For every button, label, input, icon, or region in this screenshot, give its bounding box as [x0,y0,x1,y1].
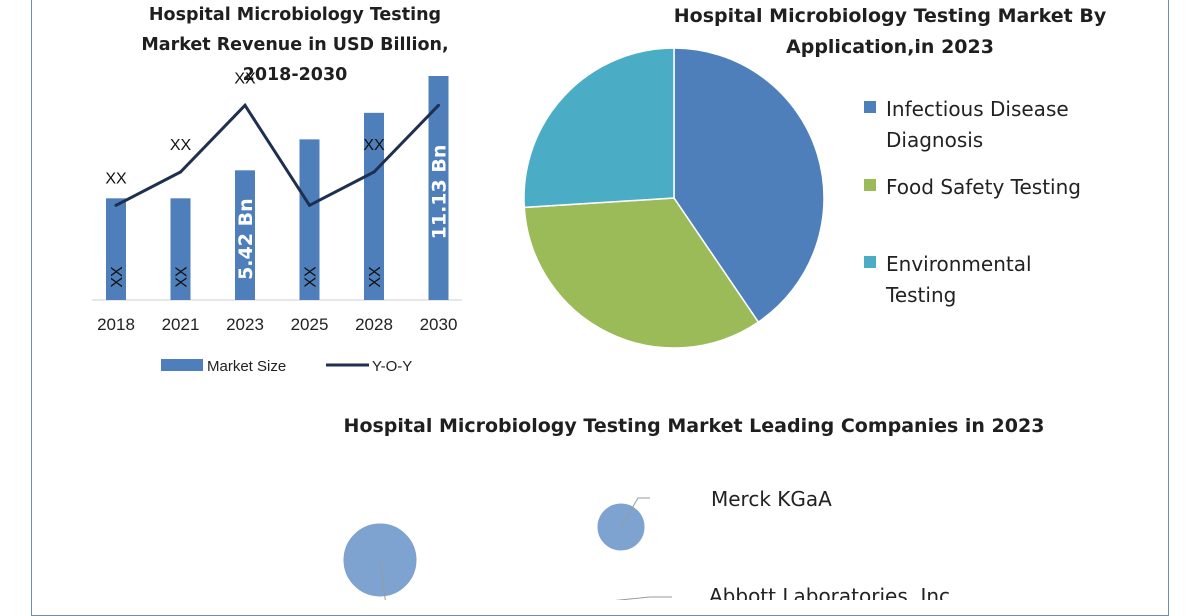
yoy-point-2030 [437,103,440,107]
bar-base-label-2018: XX [109,266,126,288]
pie-legend-label-2-0: Environmental [886,252,1032,276]
x-tick-2028: 2028 [355,315,393,334]
pie-legend-swatch-2 [864,256,876,268]
bar-base-label-2021: XX [174,266,191,288]
pie-legend-swatch-0 [864,101,876,113]
pie-slice-2 [523,47,675,209]
bar-value-label-2030: 11.13 Bn [429,145,451,240]
yoy-point-2018 [114,203,118,207]
legend-label-yoy: Y-O-Y [372,358,412,375]
companies-chart-title: Hospital Microbiology Testing Market Lea… [344,415,1045,437]
bar-2018 [106,198,126,300]
bar-chart-title-line-2: Market Revenue in USD Billion, [141,35,448,55]
bar-2030 [428,76,449,300]
yoy-point-2025 [308,203,311,207]
yoy-label-2018: XX [105,170,127,187]
x-tick-2023: 2023 [226,315,264,334]
pie-chart-title-line-2: Application,in 2023 [786,36,994,58]
pie-legend-label-2-1: Testing [885,283,956,307]
bar-2021 [170,198,191,300]
pie-slice-0 [673,47,825,324]
yoy-line [115,102,440,208]
legend-label-market-size: Market Size [207,358,286,375]
x-tick-2030: 2030 [420,315,458,334]
company-leader-line-1 [620,497,650,528]
company-label-1: Merck KGaA [711,487,832,511]
company-label-2: Abbott Laboratories, Inc. [709,584,956,600]
yoy-label-2023: XX [234,70,256,87]
yoy-point-2021 [179,170,182,174]
x-tick-2018: 2018 [97,315,135,334]
bar-2028 [364,112,384,300]
bar-chart-legend: Market Size Y-O-Y [161,358,412,375]
bar-base-label-2025: XX [303,266,320,288]
leading-companies-chart: Hospital Microbiology Testing Market Lea… [342,415,1045,600]
bar-2023 [235,170,255,300]
pie-legend-label-1-0: Food Safety Testing [886,175,1081,199]
application-pie-chart: Hospital Microbiology Testing Market By … [523,5,1107,349]
infographic-canvas: Hospital Microbiology Testing Market Rev… [92,5,1107,600]
pie-legend-label-0-1: Diagnosis [886,128,983,152]
bar-base-label-2028: XX [367,266,384,288]
pie-legend-swatch-1 [864,179,876,191]
yoy-point-2023 [243,103,247,107]
company-leader-line-0 [379,559,386,600]
yoy-point-2028 [372,170,376,174]
pie-slice-1 [523,197,760,349]
pie-chart-title-line-1: Hospital Microbiology Testing Market By [674,5,1107,27]
bar-chart-title-line-1: Hospital Microbiology Testing [149,5,441,25]
legend-swatch-market-size [161,359,203,371]
x-tick-2025: 2025 [291,315,329,334]
pie-legend-label-0-0: Infectious Disease [886,97,1069,121]
bar-chart-title-line-3: 2018-2030 [243,65,348,85]
yoy-label-2028: XX [363,137,385,154]
market-revenue-chart: Hospital Microbiology Testing Market Rev… [92,5,462,375]
yoy-label-2021: XX [170,137,192,154]
bar-value-label-2023: 5.42 Bn [235,198,257,280]
company-leader-line-2 [614,596,672,600]
bar-2025 [299,139,320,300]
x-tick-2021: 2021 [162,315,200,334]
